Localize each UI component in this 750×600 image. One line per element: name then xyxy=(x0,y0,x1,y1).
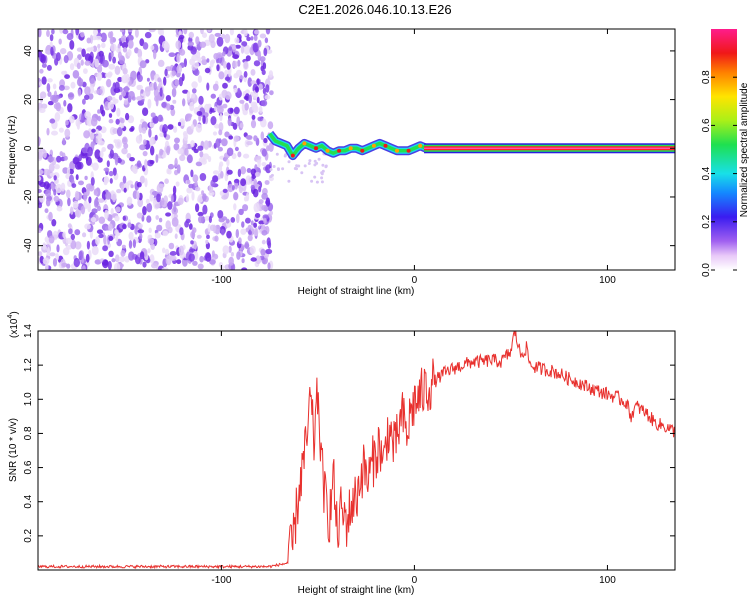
snr-ytick-label: 1.0 xyxy=(23,392,34,406)
snr-xlabel: Height of straight line (km) xyxy=(298,585,415,596)
spectrogram-frame xyxy=(37,28,676,271)
spectrogram-ytick-label: -40 xyxy=(23,238,34,253)
snr-ytick-label: 0.4 xyxy=(23,494,34,508)
spectrogram-ytick-label: -20 xyxy=(23,189,34,204)
snr-scale-exp: 4 xyxy=(7,315,14,319)
snr-ylabel: SNR (10 * v/v) xyxy=(8,418,19,482)
snr-scale-label: (x104) xyxy=(7,311,20,338)
spectrogram-axes: -100 0 100 -40 -20 0 20 40 xyxy=(23,29,675,286)
snr-ytick-label: 0.2 xyxy=(23,528,34,542)
snr-scale-base: (x10 xyxy=(9,318,20,338)
snr-xtick-label: 0 xyxy=(412,575,418,586)
spectrogram-ytick-label: 40 xyxy=(23,45,34,57)
colorbar-tick-label: 0.8 xyxy=(701,70,712,84)
figure-title: C2E1.2026.046.10.13.E26 xyxy=(298,2,451,17)
spectrogram-ytick-label: 20 xyxy=(23,94,34,106)
snr-ytick-label: 0.6 xyxy=(23,460,34,474)
svg-text:(x104): (x104) xyxy=(7,311,20,338)
colorbar-tick-label: 0.4 xyxy=(701,166,712,180)
colorbar-tick-label: 0.0 xyxy=(701,263,712,277)
spectrogram-xtick-label: 0 xyxy=(412,275,418,286)
spectrogram-plot-area xyxy=(38,29,675,270)
spectrogram-ylabel: Frequency (Hz) xyxy=(7,116,18,185)
colorbar-tick-label: 0.2 xyxy=(701,214,712,228)
colorbar-ticks: 0.0 0.2 0.4 0.6 0.8 xyxy=(701,70,737,277)
snr-frame xyxy=(37,330,676,571)
snr-panel: -100 0 100 0.2 0.4 0.6 0.8 1.0 1.2 1.4 Height of … xyxy=(7,311,676,596)
colorbar: 0.0 0.2 0.4 0.6 0.8 Normalized spectral ampl… xyxy=(701,29,750,277)
colorbar-tick-label: 0.6 xyxy=(701,118,712,132)
spectrogram-panel: -100 0 100 -40 -20 0 20 40 Height of straight l… xyxy=(7,28,676,297)
snr-ytick-label: 1.2 xyxy=(23,358,34,372)
colorbar-label: Normalized spectral amplitude xyxy=(739,82,750,217)
noise-speckle xyxy=(38,29,328,270)
snr-ytick-label: 1.4 xyxy=(23,324,34,338)
snr-xtick-label: -100 xyxy=(211,575,231,586)
colorbar-gradient xyxy=(711,29,737,270)
spectrogram-ytick-label: 0 xyxy=(23,145,34,151)
snr-series-line xyxy=(38,331,675,570)
snr-scale-close: ) xyxy=(9,311,20,314)
snr-plot-area xyxy=(38,331,675,570)
signal-trace xyxy=(266,130,675,161)
snr-ytick-label: 0.8 xyxy=(23,426,34,440)
snr-xtick-label: 100 xyxy=(599,575,616,586)
snr-axes: -100 0 100 0.2 0.4 0.6 0.8 1.0 1.2 1.4 xyxy=(23,324,675,586)
spectrogram-xtick-label: -100 xyxy=(211,275,231,286)
spectrogram-xtick-label: 100 xyxy=(599,275,616,286)
spectrogram-xlabel: Height of straight line (km) xyxy=(298,286,415,297)
